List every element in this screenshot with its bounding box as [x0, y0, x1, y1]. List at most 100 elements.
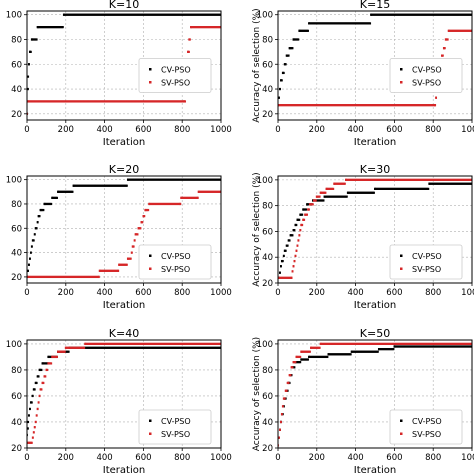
data-point	[133, 178, 136, 181]
data-point	[444, 13, 447, 16]
data-point	[468, 342, 470, 346]
data-point	[30, 401, 33, 404]
data-point	[35, 414, 38, 417]
data-point	[150, 100, 153, 103]
data-point	[391, 178, 394, 181]
data-point	[90, 184, 92, 187]
data-point	[381, 13, 384, 16]
data-point	[195, 196, 198, 199]
data-point	[33, 38, 36, 41]
data-point	[96, 346, 99, 349]
data-point	[443, 182, 446, 185]
data-point	[318, 355, 321, 359]
data-point	[109, 184, 112, 187]
data-point	[459, 182, 462, 185]
data-point	[302, 208, 305, 211]
data-point	[364, 22, 367, 25]
data-point	[122, 100, 124, 103]
data-point	[164, 13, 167, 16]
data-point	[381, 178, 384, 181]
data-point	[148, 346, 151, 349]
data-point	[165, 202, 168, 206]
data-point	[44, 100, 47, 103]
data-point	[149, 342, 152, 346]
data-point	[46, 368, 49, 372]
data-point	[412, 178, 415, 181]
data-point	[115, 346, 118, 349]
data-point	[209, 178, 212, 181]
data-point	[117, 100, 120, 103]
data-point	[280, 104, 282, 107]
data-point	[138, 227, 141, 230]
data-point	[169, 13, 172, 16]
data-point	[124, 13, 126, 16]
data-point	[117, 13, 120, 16]
data-point	[119, 263, 122, 266]
data-point	[347, 191, 350, 194]
data-point	[317, 355, 320, 359]
data-point	[158, 13, 160, 16]
data-point	[218, 342, 220, 346]
data-point	[288, 381, 291, 385]
data-point	[335, 342, 338, 346]
data-point	[297, 38, 300, 41]
data-point	[366, 104, 369, 107]
data-point	[327, 195, 330, 198]
data-point	[159, 202, 162, 206]
data-point	[216, 342, 219, 346]
data-point	[449, 29, 452, 32]
y-tick-label: 40	[262, 85, 273, 95]
data-point	[380, 342, 383, 346]
data-point	[216, 346, 219, 349]
data-point	[313, 355, 316, 359]
data-point	[86, 346, 89, 349]
data-point	[371, 104, 373, 107]
data-point	[145, 100, 148, 103]
data-point	[108, 13, 111, 16]
data-point	[137, 346, 140, 349]
data-point	[88, 342, 90, 346]
data-point	[185, 346, 187, 349]
data-point	[191, 178, 194, 181]
data-point	[210, 346, 213, 349]
data-point	[211, 26, 214, 29]
legend-marker	[400, 68, 403, 71]
data-point	[91, 342, 93, 346]
data-point	[279, 271, 281, 274]
data-point	[425, 345, 428, 348]
data-point	[282, 397, 285, 400]
data-point	[367, 191, 370, 194]
x-tick-label: 200	[309, 125, 325, 135]
data-point	[120, 346, 122, 349]
data-point	[364, 104, 367, 107]
data-point	[95, 346, 98, 349]
data-point	[146, 342, 149, 346]
data-point	[284, 389, 287, 392]
data-point	[40, 388, 43, 391]
data-point	[304, 358, 307, 361]
data-point	[454, 178, 457, 181]
data-point	[409, 342, 412, 346]
data-point	[108, 346, 111, 349]
data-point	[355, 191, 358, 194]
data-point	[213, 26, 216, 29]
data-point	[331, 195, 334, 198]
data-point	[424, 342, 427, 346]
data-point	[448, 345, 451, 348]
data-point	[394, 342, 397, 346]
data-point	[109, 269, 112, 272]
data-point	[435, 342, 438, 346]
data-point	[84, 342, 87, 346]
data-point	[311, 203, 313, 206]
legend-box	[389, 58, 463, 93]
data-point	[188, 50, 190, 53]
data-point	[314, 355, 317, 359]
data-point	[33, 426, 36, 429]
data-point	[205, 346, 208, 349]
data-point	[383, 13, 386, 16]
data-point	[58, 190, 60, 193]
data-point	[451, 13, 454, 16]
data-point	[214, 13, 217, 16]
data-point	[116, 184, 119, 187]
data-point	[434, 182, 437, 185]
